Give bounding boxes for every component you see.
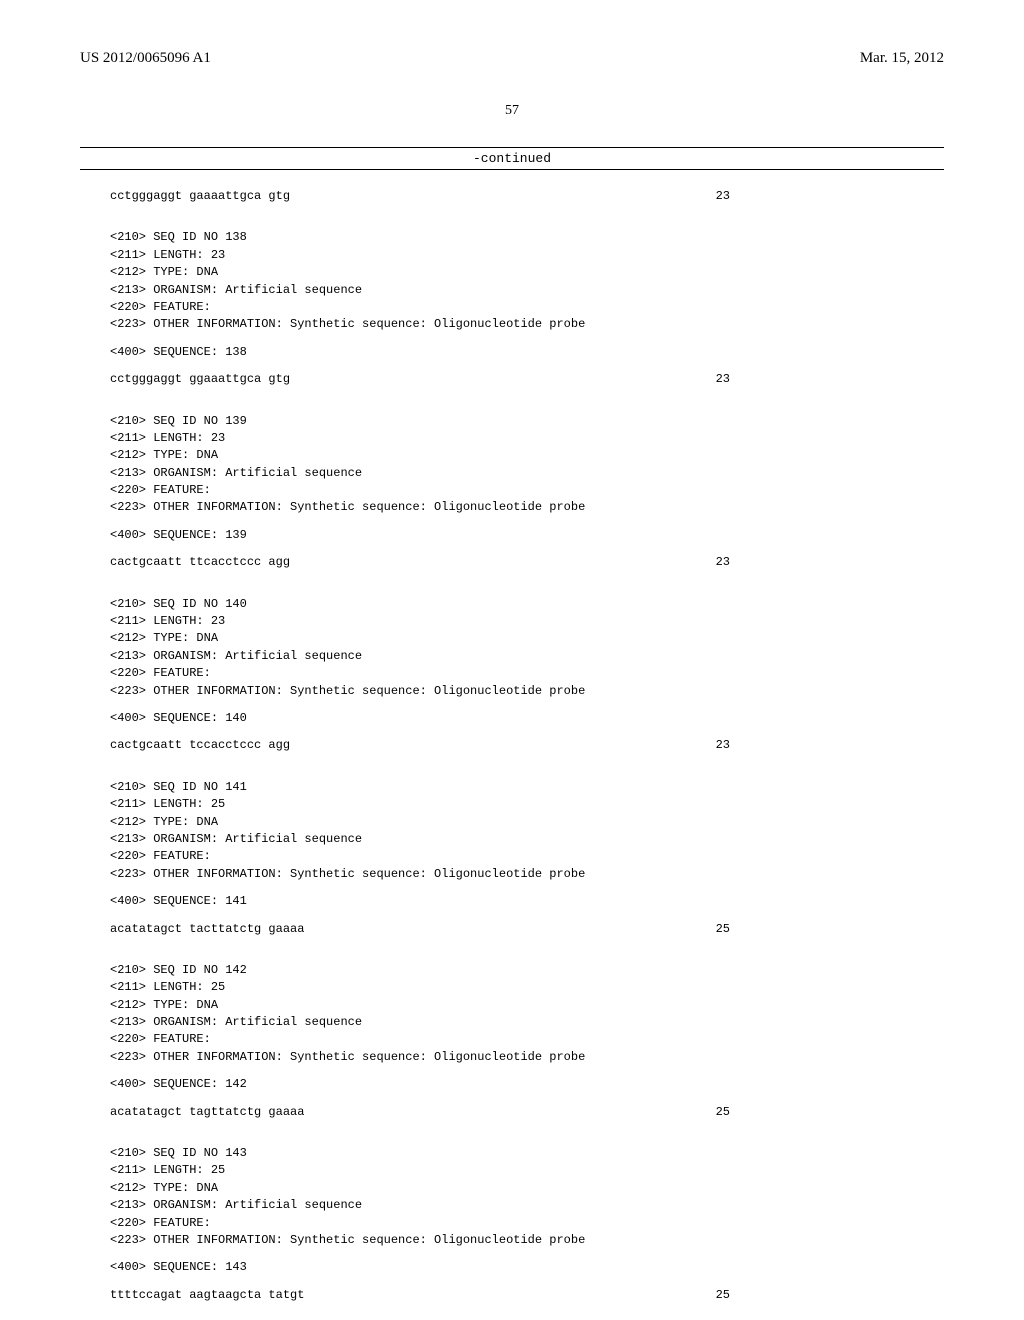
sequence-row: cactgcaatt tccacctccc agg 23	[110, 737, 730, 754]
header: US 2012/0065096 A1 Mar. 15, 2012	[80, 50, 944, 67]
block-gap	[110, 389, 914, 413]
metadata-line: <220> FEATURE:	[110, 1031, 914, 1048]
entries-container: <210> SEQ ID NO 138<211> LENGTH: 23<212>…	[110, 205, 914, 1304]
metadata-line: <213> ORGANISM: Artificial sequence	[110, 831, 914, 848]
continued-label: -continued	[80, 151, 944, 166]
sequence-listing: cctgggaggt gaaaattgca gtg 23 <210> SEQ I…	[80, 188, 944, 1304]
block-gap	[110, 205, 914, 229]
sequence-header: <400> SEQUENCE: 140	[110, 710, 914, 727]
small-gap	[110, 1094, 914, 1104]
metadata-line: <220> FEATURE:	[110, 848, 914, 865]
metadata-line: <213> ORGANISM: Artificial sequence	[110, 282, 914, 299]
sequence-header: <400> SEQUENCE: 141	[110, 893, 914, 910]
metadata-line: <210> SEQ ID NO 140	[110, 596, 914, 613]
metadata-line: <220> FEATURE:	[110, 1215, 914, 1232]
sequence-row: acatatagct tagttatctg gaaaa 25	[110, 1104, 730, 1121]
sequence-length: 23	[716, 554, 730, 571]
block-gap	[110, 1121, 914, 1145]
sequence-header: <400> SEQUENCE: 138	[110, 344, 914, 361]
sequence-length: 25	[716, 1104, 730, 1121]
sequence-text: acatatagct tagttatctg gaaaa	[110, 1104, 304, 1121]
metadata-line: <211> LENGTH: 23	[110, 247, 914, 264]
divider-top	[80, 147, 944, 148]
metadata-line: <223> OTHER INFORMATION: Synthetic seque…	[110, 683, 914, 700]
sequence-length: 23	[716, 737, 730, 754]
metadata-line: <213> ORGANISM: Artificial sequence	[110, 1014, 914, 1031]
sequence-text: acatatagct tacttatctg gaaaa	[110, 921, 304, 938]
metadata-line: <223> OTHER INFORMATION: Synthetic seque…	[110, 499, 914, 516]
sequence-length: 23	[716, 188, 730, 205]
continued-section: -continued	[80, 147, 944, 170]
small-gap	[110, 727, 914, 737]
sequence-row: acatatagct tacttatctg gaaaa 25	[110, 921, 730, 938]
sequence-text: cactgcaatt ttcacctccc agg	[110, 554, 290, 571]
metadata-line: <212> TYPE: DNA	[110, 447, 914, 464]
sequence-length: 25	[716, 921, 730, 938]
sequence-text: cactgcaatt tccacctccc agg	[110, 737, 290, 754]
publication-date: Mar. 15, 2012	[860, 50, 944, 67]
sequence-header: <400> SEQUENCE: 139	[110, 527, 914, 544]
metadata-line: <212> TYPE: DNA	[110, 264, 914, 281]
sequence-text: cctgggaggt ggaaattgca gtg	[110, 371, 290, 388]
block-gap	[110, 572, 914, 596]
metadata-line: <223> OTHER INFORMATION: Synthetic seque…	[110, 316, 914, 333]
small-gap	[110, 1277, 914, 1287]
small-gap	[110, 544, 914, 554]
block-gap	[110, 938, 914, 962]
metadata-line: <210> SEQ ID NO 139	[110, 413, 914, 430]
metadata-line: <211> LENGTH: 25	[110, 979, 914, 996]
sequence-row: cactgcaatt ttcacctccc agg 23	[110, 554, 730, 571]
metadata-line: <210> SEQ ID NO 141	[110, 779, 914, 796]
small-gap	[110, 334, 914, 344]
metadata-line: <211> LENGTH: 25	[110, 796, 914, 813]
publication-id: US 2012/0065096 A1	[80, 50, 211, 67]
metadata-line: <213> ORGANISM: Artificial sequence	[110, 1197, 914, 1214]
metadata-line: <220> FEATURE:	[110, 665, 914, 682]
metadata-line: <210> SEQ ID NO 143	[110, 1145, 914, 1162]
sequence-header: <400> SEQUENCE: 142	[110, 1076, 914, 1093]
metadata-line: <220> FEATURE:	[110, 482, 914, 499]
page-number: 57	[80, 103, 944, 119]
metadata-line: <213> ORGANISM: Artificial sequence	[110, 465, 914, 482]
sequence-row: cctgggaggt ggaaattgca gtg 23	[110, 371, 730, 388]
metadata-line: <211> LENGTH: 25	[110, 1162, 914, 1179]
metadata-line: <213> ORGANISM: Artificial sequence	[110, 648, 914, 665]
metadata-line: <210> SEQ ID NO 142	[110, 962, 914, 979]
sequence-text: cctgggaggt gaaaattgca gtg	[110, 188, 290, 205]
sequence-header: <400> SEQUENCE: 143	[110, 1259, 914, 1276]
metadata-line: <211> LENGTH: 23	[110, 430, 914, 447]
small-gap	[110, 911, 914, 921]
metadata-line: <211> LENGTH: 23	[110, 613, 914, 630]
small-gap	[110, 1249, 914, 1259]
block-gap	[110, 755, 914, 779]
metadata-line: <223> OTHER INFORMATION: Synthetic seque…	[110, 866, 914, 883]
small-gap	[110, 883, 914, 893]
metadata-line: <220> FEATURE:	[110, 299, 914, 316]
metadata-line: <212> TYPE: DNA	[110, 814, 914, 831]
sequence-length: 23	[716, 371, 730, 388]
small-gap	[110, 700, 914, 710]
divider-bottom	[80, 169, 944, 170]
metadata-line: <212> TYPE: DNA	[110, 1180, 914, 1197]
sequence-text: ttttccagat aagtaagcta tatgt	[110, 1287, 304, 1304]
small-gap	[110, 517, 914, 527]
metadata-line: <210> SEQ ID NO 138	[110, 229, 914, 246]
metadata-line: <223> OTHER INFORMATION: Synthetic seque…	[110, 1049, 914, 1066]
sequence-row: ttttccagat aagtaagcta tatgt 25	[110, 1287, 730, 1304]
sequence-row: cctgggaggt gaaaattgca gtg 23	[110, 188, 730, 205]
metadata-line: <223> OTHER INFORMATION: Synthetic seque…	[110, 1232, 914, 1249]
sequence-length: 25	[716, 1287, 730, 1304]
metadata-line: <212> TYPE: DNA	[110, 997, 914, 1014]
small-gap	[110, 361, 914, 371]
metadata-line: <212> TYPE: DNA	[110, 630, 914, 647]
small-gap	[110, 1066, 914, 1076]
